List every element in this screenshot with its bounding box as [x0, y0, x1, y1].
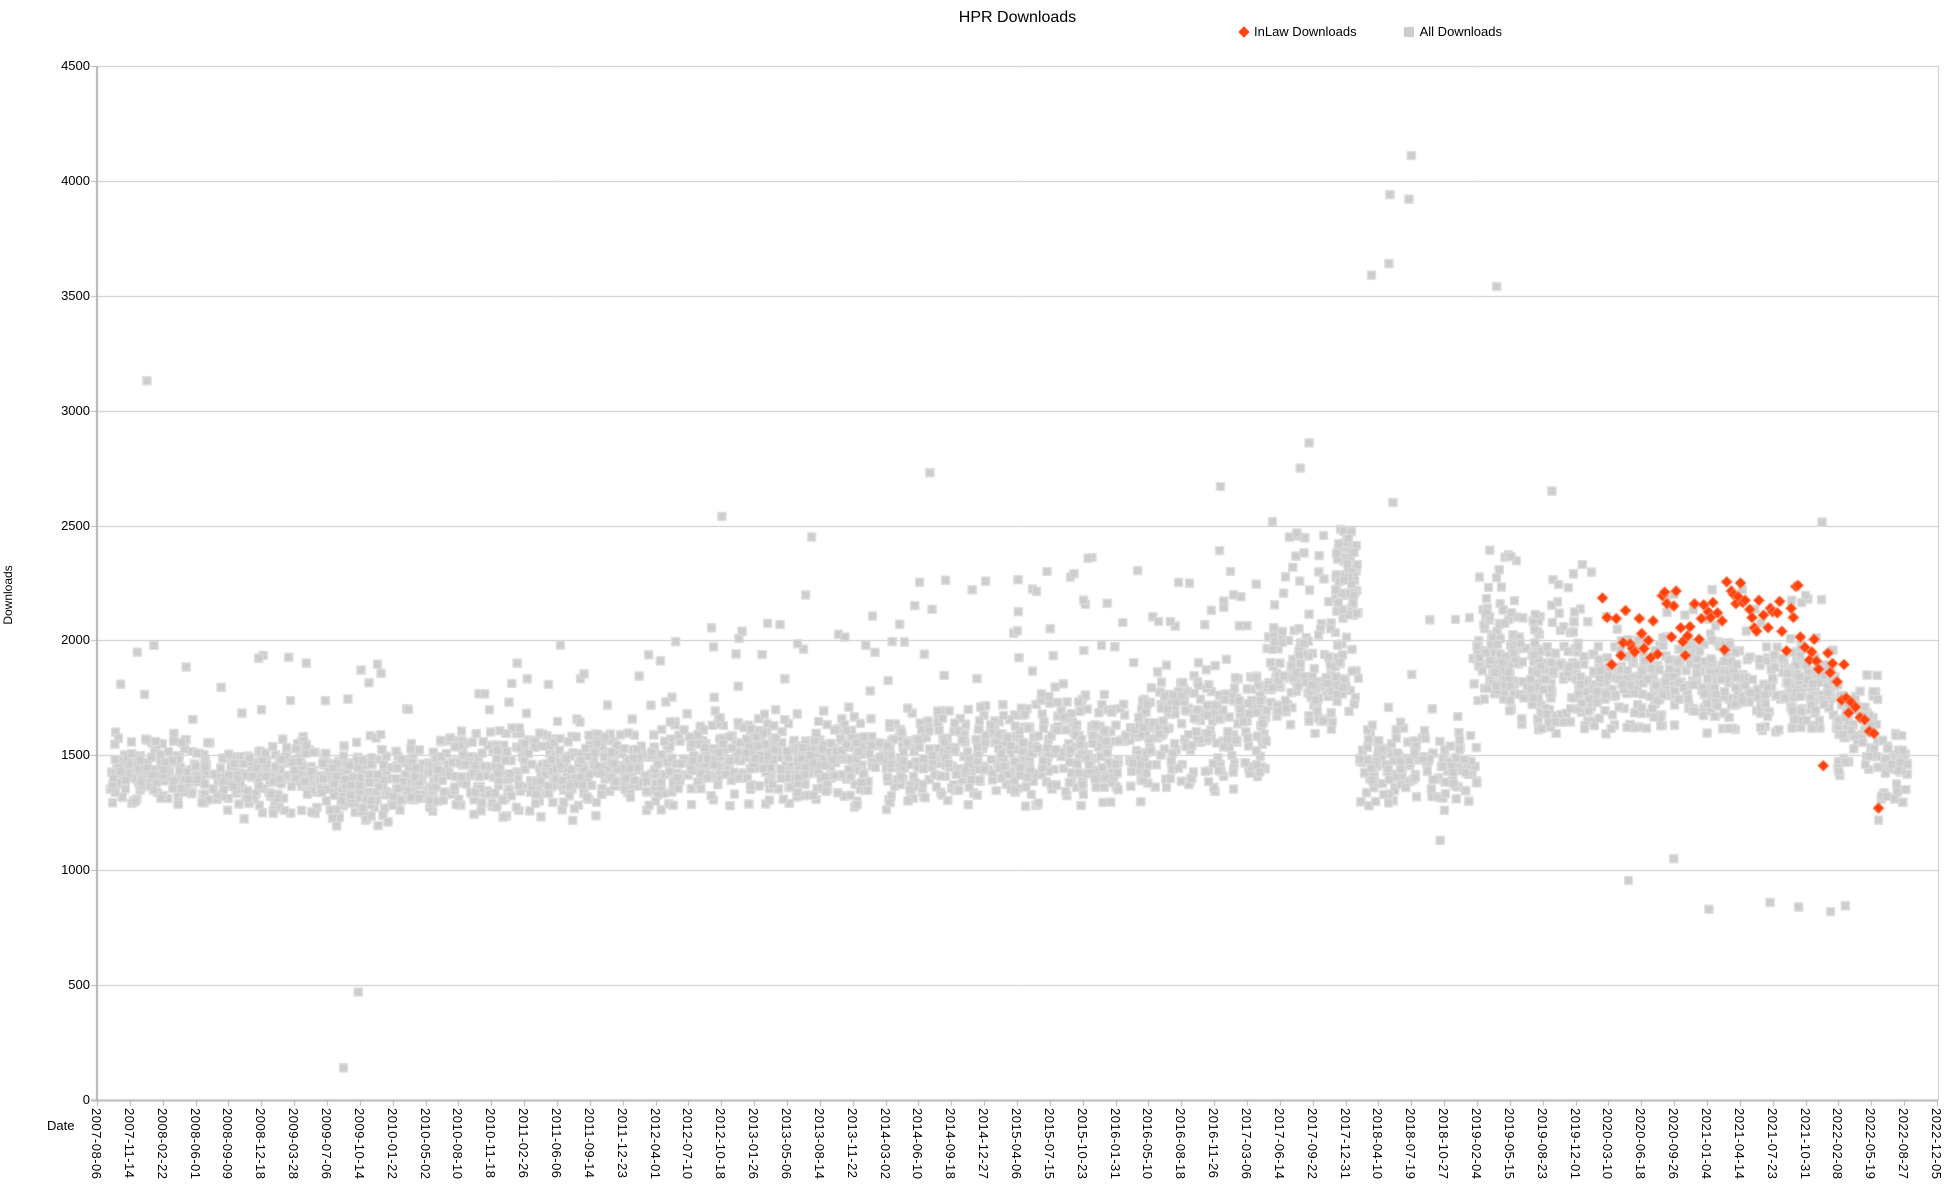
inlaw-series-diamond-icon — [1238, 25, 1250, 38]
x-tick-label: 2009-10-14 — [351, 1108, 367, 1180]
x-axis-title: Date — [47, 1118, 75, 1133]
x-tick-label: 2021-07-23 — [1764, 1108, 1780, 1180]
x-tick-label: 2021-04-14 — [1731, 1108, 1747, 1180]
y-tick-label: 3000 — [61, 402, 90, 418]
x-tick-label: 2011-02-26 — [516, 1108, 532, 1179]
legend: InLaw Downloads All Downloads — [1238, 24, 1502, 39]
x-tick-label: 2017-09-22 — [1304, 1108, 1320, 1180]
legend-item-all-downloads: All Downloads — [1403, 24, 1502, 39]
x-tick-label: 2011-12-23 — [614, 1108, 630, 1179]
x-tick-label: 2014-12-27 — [976, 1108, 992, 1180]
x-tick-label: 2015-07-15 — [1041, 1108, 1057, 1180]
x-tick-label: 2008-09-09 — [220, 1108, 236, 1180]
x-tick-label: 2011-06-06 — [549, 1108, 564, 1179]
x-tick-label: 2013-08-14 — [811, 1108, 827, 1180]
x-tick-label: 2010-08-10 — [450, 1108, 466, 1180]
x-tick-label: 2021-10-31 — [1797, 1108, 1813, 1180]
x-tick-label: 2016-05-10 — [1140, 1108, 1156, 1180]
x-tick-label: 2008-12-18 — [253, 1108, 269, 1180]
x-tick-label: 2012-10-18 — [713, 1108, 729, 1180]
x-tick-label: 2017-12-31 — [1337, 1108, 1353, 1180]
x-tick-label: 2020-03-10 — [1600, 1108, 1616, 1180]
x-tick-label: 2012-07-10 — [680, 1108, 696, 1180]
y-tick-label: 2000 — [61, 632, 90, 648]
x-tick-label: 2022-08-27 — [1896, 1108, 1912, 1180]
x-tick-label: 2019-05-15 — [1501, 1108, 1517, 1180]
chart-title: HPR Downloads — [958, 9, 1077, 26]
x-tick-label: 2022-05-19 — [1863, 1108, 1879, 1180]
x-tick-label: 2007-11-14 — [121, 1108, 137, 1179]
y-tick-label: 4000 — [61, 172, 90, 188]
y-tick-label: 4500 — [61, 58, 90, 73]
all-series-square-icon — [1403, 26, 1414, 37]
x-tick-label: 2017-06-14 — [1271, 1108, 1287, 1180]
y-axis-title: Downloads — [1, 565, 15, 625]
x-tick-label: 2014-06-10 — [910, 1108, 926, 1180]
x-tick-label: 2013-01-26 — [746, 1108, 762, 1180]
legend-label-inlaw: InLaw Downloads — [1254, 24, 1357, 39]
x-tick-label: 2018-04-10 — [1370, 1108, 1386, 1180]
x-tick-label: 2007-08-06 — [89, 1108, 104, 1180]
x-tick-label: 2019-02-04 — [1469, 1108, 1484, 1180]
x-tick-label: 2016-08-18 — [1173, 1108, 1189, 1180]
y-tick-label: 1500 — [61, 747, 90, 763]
x-tick-label: 2015-04-06 — [1009, 1108, 1024, 1180]
x-tick-label: 2020-09-26 — [1666, 1108, 1682, 1180]
x-tick-label: 2021-01-04 — [1699, 1108, 1714, 1180]
x-tick-label: 2015-10-23 — [1074, 1108, 1090, 1180]
x-tick-label: 2022-12-05 — [1929, 1108, 1944, 1180]
x-tick-label: 2018-07-19 — [1403, 1108, 1419, 1180]
x-tick-label: 2013-11-22 — [844, 1108, 860, 1179]
x-tick-label: 2013-05-06 — [779, 1108, 794, 1180]
y-tick-label: 1000 — [61, 862, 90, 878]
x-tick-label: 2014-03-02 — [877, 1108, 893, 1180]
legend-item-inlaw-downloads: InLaw Downloads — [1238, 24, 1357, 39]
x-tick-label: 2012-04-01 — [647, 1108, 663, 1180]
x-tick-label: 2019-12-01 — [1567, 1108, 1583, 1180]
x-tick-label: 2018-10-27 — [1436, 1108, 1452, 1180]
x-tick-label: 2010-11-18 — [483, 1108, 499, 1179]
x-tick-label: 2022-02-08 — [1830, 1108, 1846, 1180]
x-tick-label: 2016-11-26 — [1206, 1108, 1222, 1179]
x-tick-label: 2009-07-06 — [319, 1108, 334, 1180]
y-tick-label: 2500 — [61, 517, 90, 533]
x-tick-label: 2008-02-22 — [154, 1108, 170, 1180]
x-tick-label: 2016-01-31 — [1107, 1108, 1123, 1180]
x-tick-label: 2010-05-02 — [417, 1108, 433, 1180]
y-tick-label: 0 — [82, 1092, 90, 1107]
x-tick-label: 2009-03-28 — [286, 1108, 302, 1180]
legend-label-all: All Downloads — [1419, 24, 1502, 39]
x-tick-label: 2010-01-22 — [384, 1108, 400, 1180]
y-tick-label: 3500 — [61, 287, 90, 303]
x-tick-label: 2014-09-18 — [943, 1108, 959, 1180]
x-tick-label: 2020-06-18 — [1633, 1108, 1649, 1180]
x-tick-label: 2008-06-01 — [187, 1108, 203, 1180]
x-tick-label: 2011-09-14 — [581, 1108, 597, 1179]
x-tick-label: 2019-08-23 — [1534, 1108, 1550, 1180]
x-tick-label: 2017-03-06 — [1239, 1108, 1254, 1180]
y-tick-label: 500 — [68, 977, 90, 993]
